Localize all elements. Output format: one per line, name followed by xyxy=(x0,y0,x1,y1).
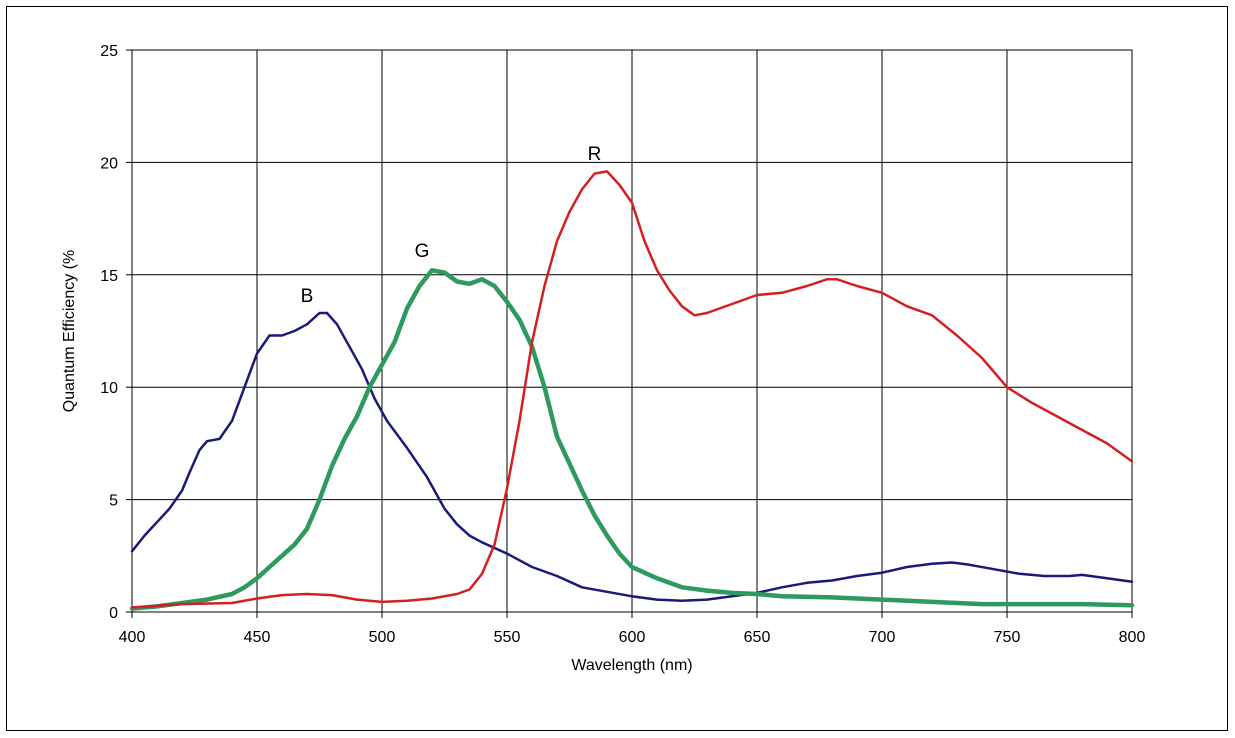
x-tick-label: 400 xyxy=(119,629,146,646)
series-label-g: G xyxy=(415,241,430,262)
y-tick-label: 10 xyxy=(100,380,118,397)
x-axis-ticks: 400 450 500 550 600 650 700 750 800 xyxy=(119,612,1146,646)
series-line-g xyxy=(129,268,1135,611)
y-tick-label: 0 xyxy=(109,605,118,622)
y-axis-label: Quantum Efficiency (% xyxy=(61,250,78,412)
x-tick-label: 550 xyxy=(494,629,521,646)
y-axis-ticks: 0 5 10 15 20 25 xyxy=(100,43,132,622)
x-axis-label: Wavelength (nm) xyxy=(571,657,692,674)
y-tick-label: 15 xyxy=(100,268,118,285)
x-tick-label: 500 xyxy=(369,629,396,646)
chart-frame xyxy=(6,6,1228,731)
series-line-r xyxy=(130,170,1134,609)
y-tick-label: 25 xyxy=(100,43,118,60)
x-tick-label: 750 xyxy=(994,629,1021,646)
series-label-b: B xyxy=(301,286,314,307)
x-tick-label: 700 xyxy=(869,629,896,646)
series-lines xyxy=(129,170,1135,611)
x-tick-label: 800 xyxy=(1119,629,1146,646)
y-tick-label: 5 xyxy=(109,493,118,510)
series-labels: B G R xyxy=(301,144,602,307)
y-tick-label: 20 xyxy=(100,155,118,172)
x-tick-label: 650 xyxy=(744,629,771,646)
series-label-r: R xyxy=(588,144,602,165)
x-tick-label: 450 xyxy=(244,629,271,646)
x-tick-label: 600 xyxy=(619,629,646,646)
series-line-b xyxy=(130,311,1134,603)
grid-lines xyxy=(131,49,1133,613)
